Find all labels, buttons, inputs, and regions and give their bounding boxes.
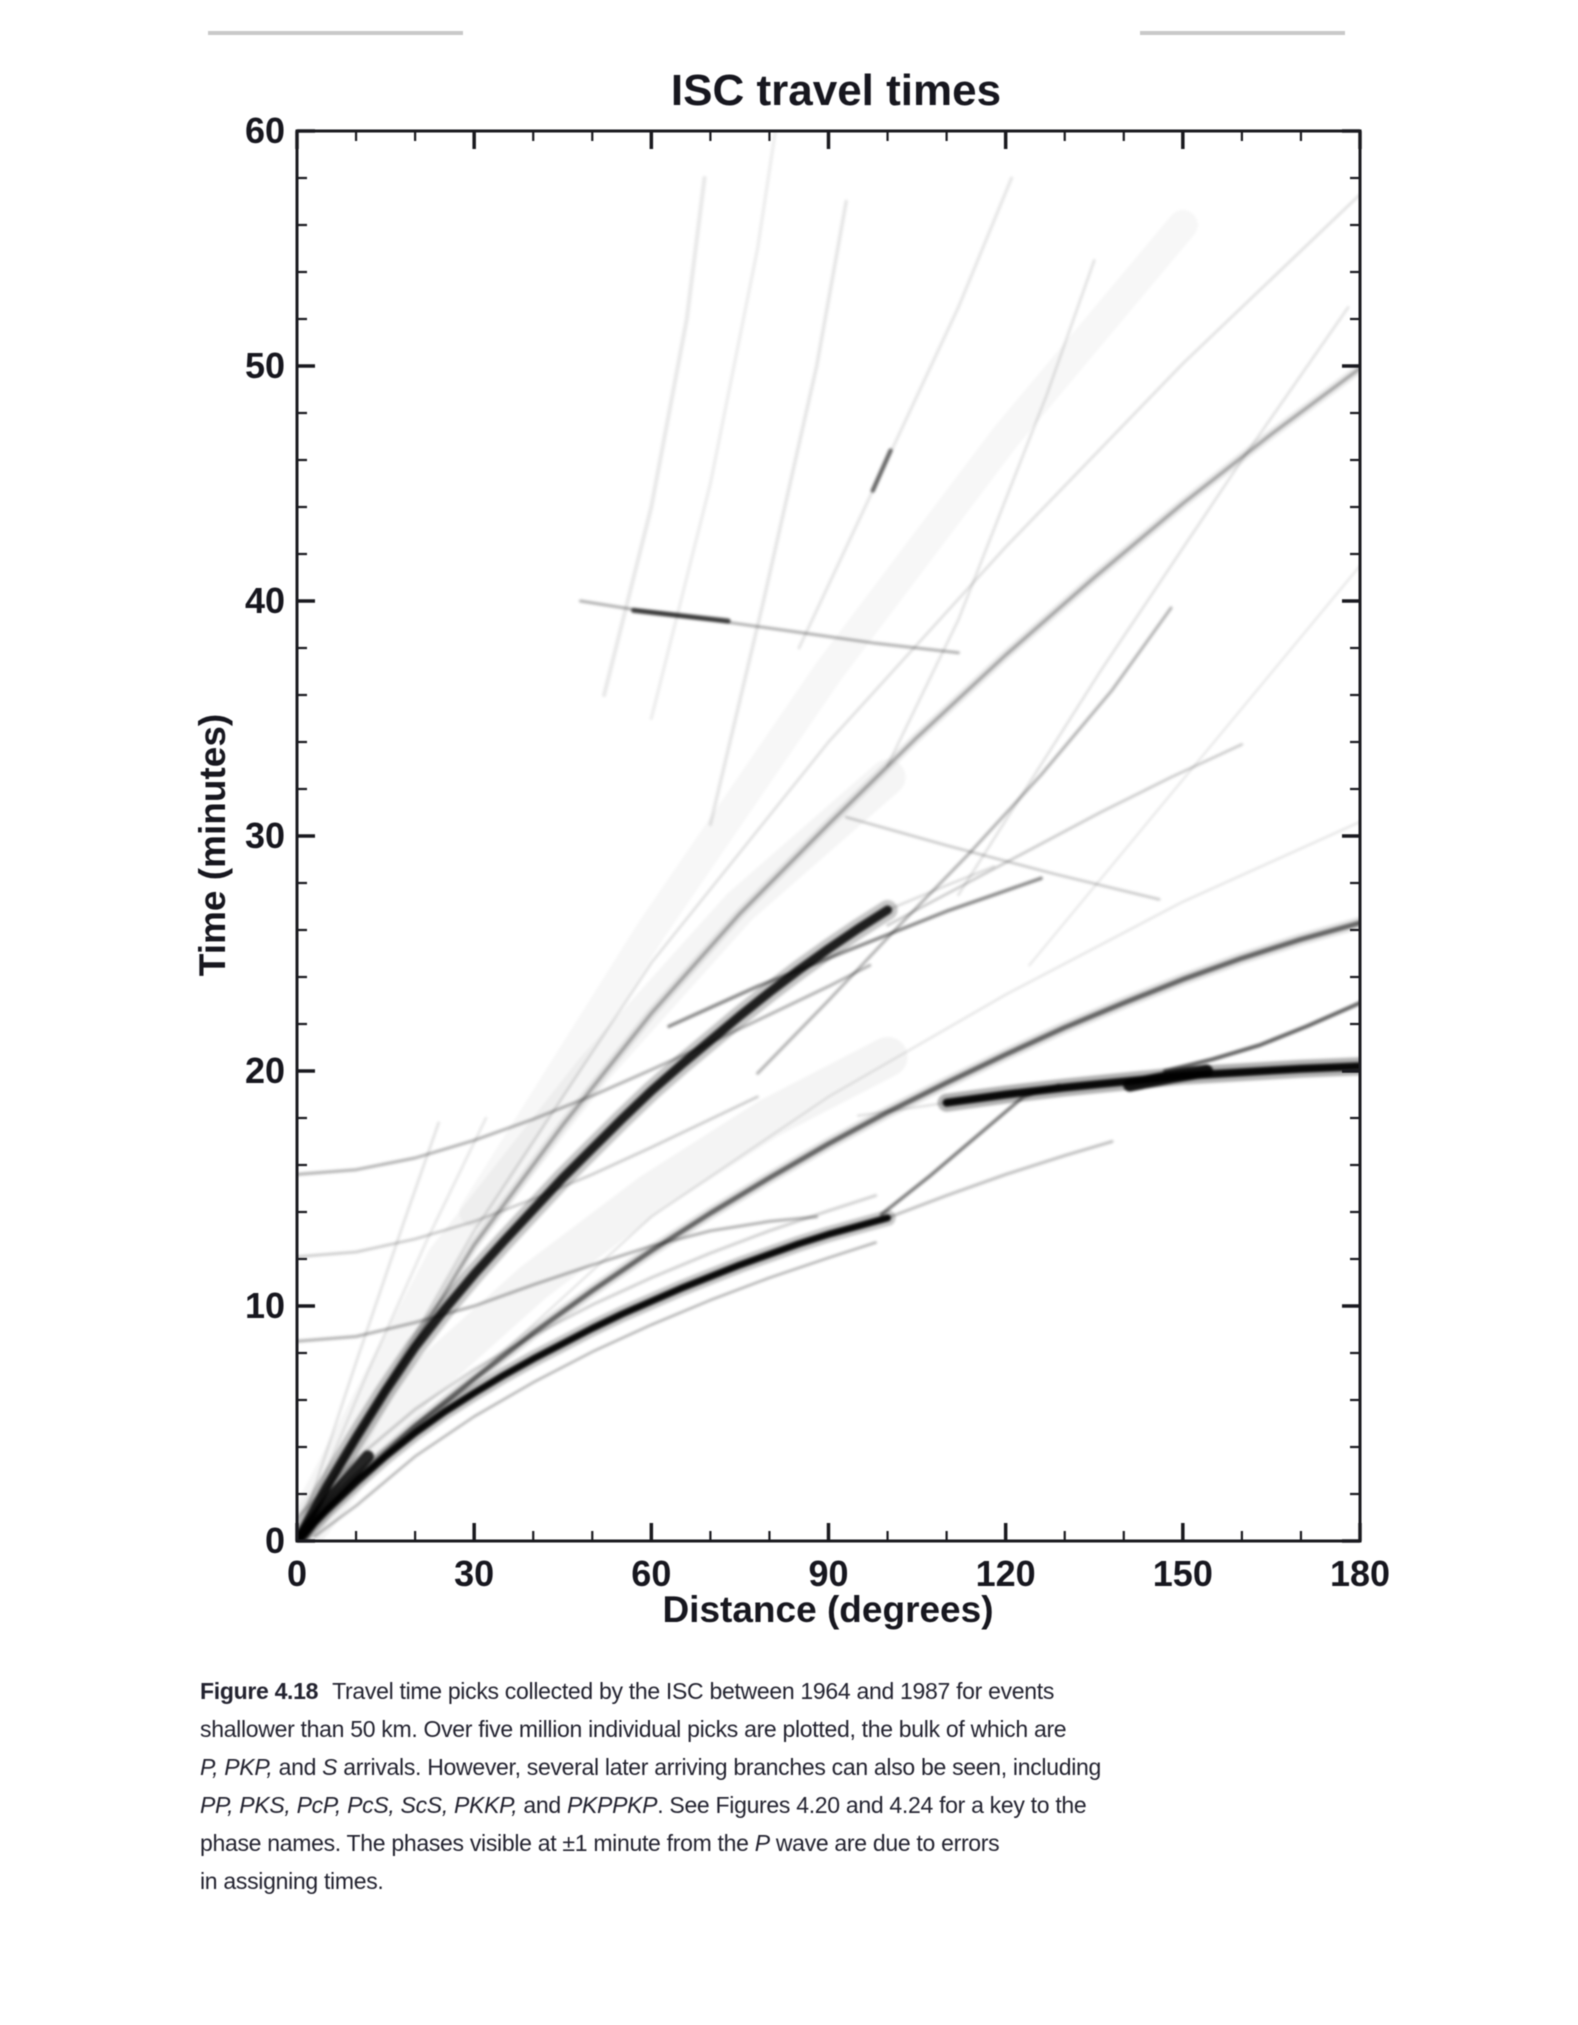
curve-PKKP bbox=[844, 815, 1161, 901]
caption-line: shallower than 50 km. Over five million … bbox=[200, 1710, 1100, 1748]
caption-segment: and bbox=[272, 1754, 323, 1780]
curve-PKP-caustic bbox=[1123, 1064, 1213, 1092]
figure-caption: Figure 4.18 Travel time picks collected b… bbox=[200, 1672, 1102, 1900]
curve-PcS bbox=[297, 1095, 759, 1258]
x-axis-title: Distance (degrees) bbox=[662, 1589, 993, 1630]
caption-line: Figure 4.18 Travel time picks collected b… bbox=[200, 1672, 1100, 1710]
chart-title: ISC travel times bbox=[671, 66, 1001, 115]
caption-segment: wave are due to errors bbox=[769, 1830, 1000, 1856]
curve-late-streak-5 bbox=[886, 259, 1096, 767]
plot-axes: 0 30 60 90 120 150 180 0 10 20 30 40 50 60 bbox=[245, 110, 1390, 1594]
x-tick-label: 120 bbox=[976, 1553, 1036, 1594]
caption-segment: P, PKP, bbox=[200, 1754, 273, 1780]
curve-late-streak-3 bbox=[708, 199, 848, 827]
curve-late-streak-6 bbox=[957, 306, 1350, 897]
y-tick-label: 40 bbox=[245, 580, 285, 621]
curve-scatter-wash-upper bbox=[474, 225, 1183, 1212]
y-axis-ticks: 0 10 20 30 40 50 60 bbox=[245, 110, 1360, 1561]
curve-late-streak-4 bbox=[797, 176, 1014, 650]
caption-line: phase names. The phases visible at ±1 mi… bbox=[200, 1824, 1100, 1862]
curve-Pdiff bbox=[886, 1140, 1114, 1220]
page-header-rule-left bbox=[208, 31, 463, 35]
caption-figure-label: Figure 4.18 bbox=[200, 1678, 319, 1704]
caption-segment: S bbox=[322, 1754, 338, 1780]
y-tick-label: 10 bbox=[245, 1285, 285, 1326]
y-tick-label: 20 bbox=[245, 1050, 285, 1091]
curve-late-streak-7 bbox=[1028, 564, 1360, 967]
caption-segment: PP, PKS, PcP, PcS, ScS, PKKP, bbox=[200, 1792, 518, 1818]
curve-PKP-AB bbox=[1163, 1000, 1360, 1073]
x-tick-label: 30 bbox=[454, 1553, 494, 1594]
caption-line: in assigning times. bbox=[200, 1862, 1100, 1900]
curve-PKPPKP bbox=[579, 599, 960, 655]
curve-PKiKP bbox=[857, 1101, 948, 1117]
curve-P bbox=[297, 1214, 892, 1541]
caption-segment: shallower than 50 km. Over five million … bbox=[200, 1716, 1067, 1742]
curve-P-minus-1min bbox=[313, 1241, 877, 1538]
y-tick-label: 60 bbox=[245, 110, 285, 151]
y-tick-label: 0 bbox=[265, 1520, 285, 1561]
caption-line: P, PKP, and S arrivals. However, several… bbox=[200, 1748, 1102, 1786]
x-tick-label: 60 bbox=[631, 1553, 671, 1594]
curve-scatter-wash-S-SS bbox=[297, 759, 906, 1541]
curve-Sdiff bbox=[886, 865, 996, 912]
caption-segment: Travel time picks collected by the ISC b… bbox=[332, 1678, 1055, 1704]
curve-late-streak-1 bbox=[602, 176, 707, 697]
caption-segment: phase names. The phases visible at ±1 mi… bbox=[200, 1830, 755, 1856]
x-axis-ticks: 0 30 60 90 120 150 180 bbox=[287, 131, 1390, 1594]
curve-SKS bbox=[667, 876, 1043, 1029]
caption-segment: in assigning times. bbox=[200, 1868, 384, 1894]
curve-SKKS bbox=[886, 743, 1244, 927]
caption-segment: PKPPKP bbox=[566, 1792, 658, 1818]
x-tick-label: 90 bbox=[808, 1553, 848, 1594]
curve-SKP bbox=[879, 1083, 1061, 1217]
caption-segment: P bbox=[754, 1830, 770, 1856]
curve-PKPPKP-core bbox=[631, 607, 731, 624]
x-tick-label: 0 bbox=[287, 1553, 307, 1594]
page-header-rule-right bbox=[1140, 31, 1345, 35]
x-tick-label: 150 bbox=[1153, 1553, 1213, 1594]
caption-segment: . See Figures 4.20 and 4.24 for a key to… bbox=[657, 1792, 1087, 1818]
curve-scatter-wash-P-S bbox=[297, 1036, 908, 1541]
y-tick-label: 50 bbox=[245, 345, 285, 386]
travel-time-plot: ISC travel times 0 30 60 90 120 150 180 0 10 20 3… bbox=[192, 66, 1390, 1630]
y-tick-label: 30 bbox=[245, 815, 285, 856]
x-tick-label: 180 bbox=[1330, 1553, 1390, 1594]
caption-line: PP, PKS, PcP, PcS, ScS, PKKP, and PKPPKP… bbox=[200, 1786, 1100, 1824]
caption-segment: arrivals. However, several later arrivin… bbox=[337, 1754, 1102, 1780]
curve-late-streak-4-dash bbox=[870, 448, 893, 493]
travel-time-density-curves bbox=[297, 131, 1360, 1541]
curve-late-streak-2 bbox=[649, 131, 777, 720]
caption-segment: and bbox=[517, 1792, 567, 1818]
y-axis-title: Time (minutes) bbox=[192, 714, 233, 976]
